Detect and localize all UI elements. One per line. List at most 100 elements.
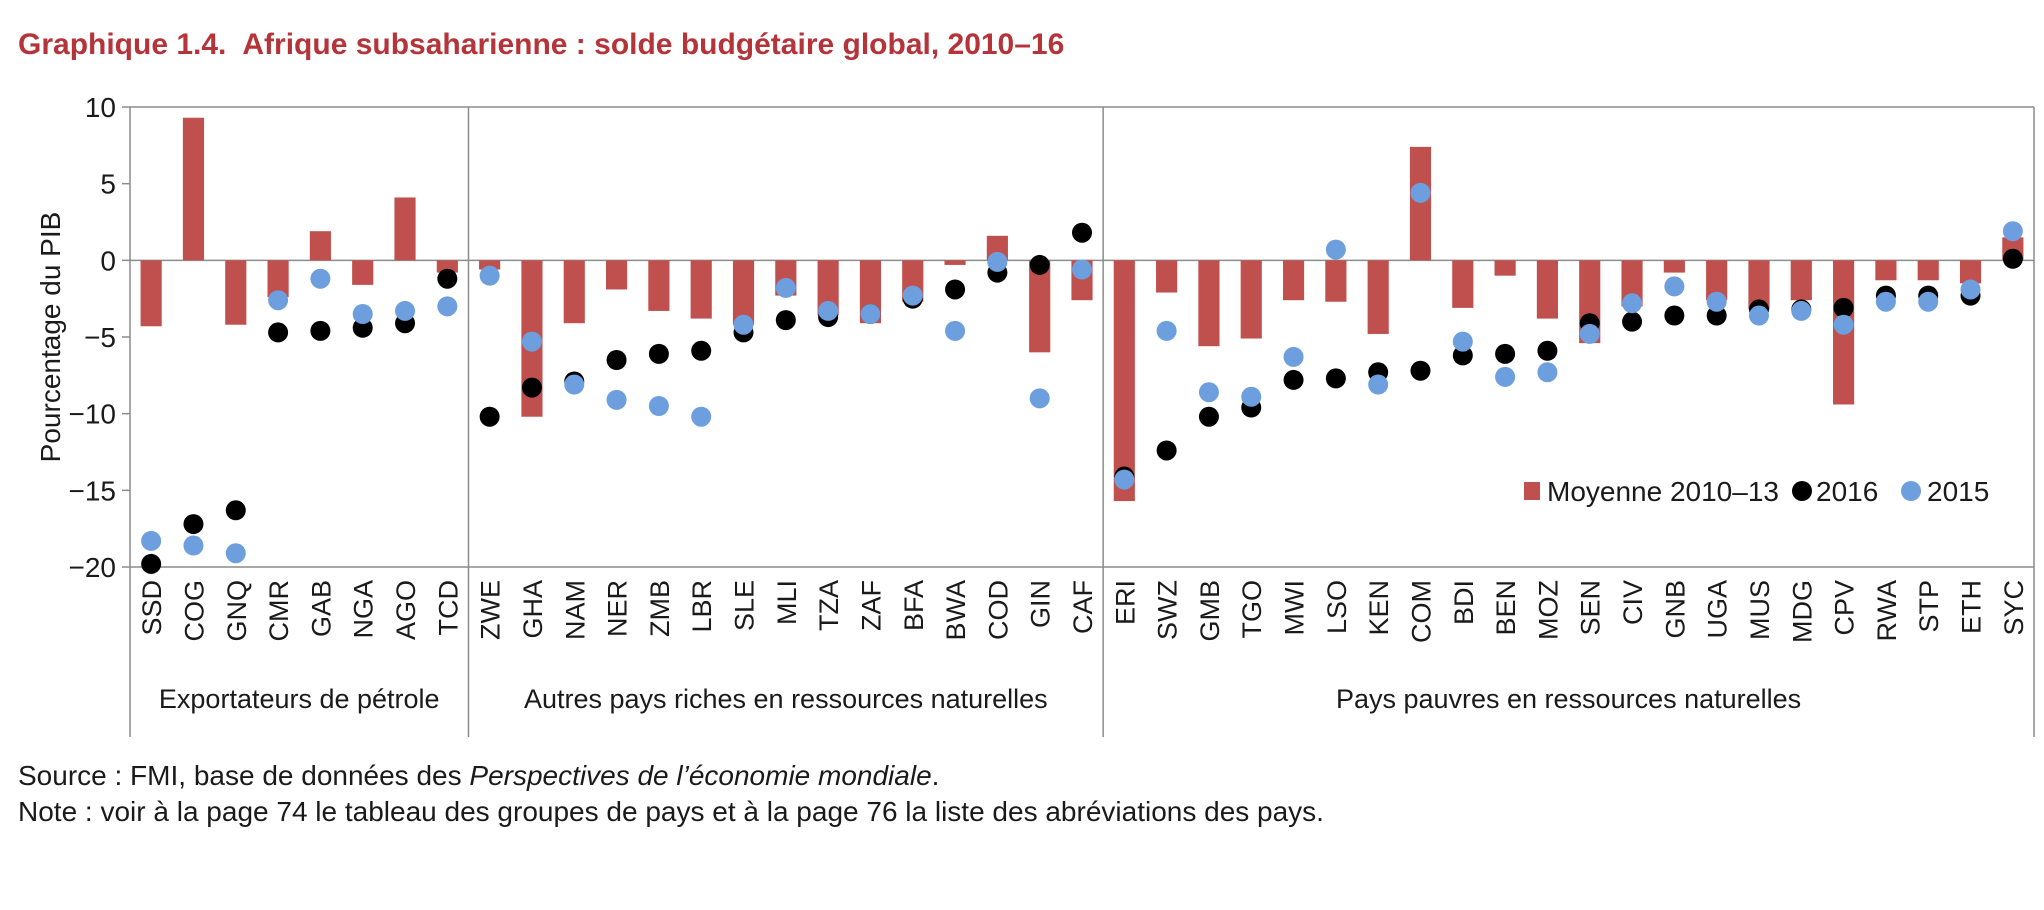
bar-mean-2010-13 — [944, 260, 966, 265]
dot-2016 — [310, 320, 331, 341]
category-label: COD — [983, 580, 1013, 640]
category-label: LBR — [687, 580, 717, 633]
chart-legend: Moyenne 2010–13 2016 2015 — [1524, 476, 1989, 507]
dot-2015 — [1748, 305, 1769, 326]
category-label: BWA — [941, 580, 971, 641]
category-label: GNB — [1660, 580, 1690, 639]
category-label: TCD — [433, 580, 463, 636]
dot-2016 — [437, 268, 458, 289]
dot-2015 — [352, 304, 373, 324]
dot-2016 — [1410, 360, 1431, 381]
dot-2016 — [1325, 368, 1346, 389]
dot-2016 — [1029, 254, 1050, 275]
dot-2016 — [945, 279, 966, 300]
bar-mean-2010-13 — [1325, 260, 1347, 302]
category-label: MOZ — [1533, 580, 1563, 640]
y-tick-label: 10 — [85, 92, 116, 123]
bar-mean-2010-13 — [563, 260, 585, 324]
dot-2015 — [775, 277, 796, 298]
category-label: MUS — [1745, 580, 1775, 640]
category-label: TGO — [1237, 580, 1267, 639]
category-label: ERI — [1110, 580, 1140, 625]
dot-2015 — [2002, 221, 2023, 242]
dot-2015 — [648, 396, 669, 416]
dot-2016 — [2002, 248, 2023, 269]
legend-label-2016: 2016 — [1816, 476, 1878, 507]
source-publication: Perspectives de l’économie mondiale — [469, 760, 932, 791]
bar-mean-2010-13 — [1282, 260, 1305, 301]
dot-2015 — [437, 296, 458, 317]
dot-2015 — [1198, 382, 1219, 403]
dot-2015 — [1325, 239, 1346, 260]
bar-mean-2010-13 — [1536, 260, 1558, 319]
category-label: SWZ — [1153, 580, 1183, 640]
bar-mean-2010-13 — [267, 260, 289, 298]
bar-mean-2010-13 — [1748, 260, 1770, 310]
budget-balance-chart: 10 5 0 −5 −10 −15 −20 Pourcentage du PIB SSD COG… — [35, 92, 2035, 737]
chart-footer: Source : FMI, base de données des Perspe… — [18, 758, 1324, 830]
source-prefix: Source : FMI, base de données des — [18, 760, 470, 791]
bar-mean-2010-13 — [479, 260, 501, 270]
dot-2015 — [1664, 276, 1685, 297]
dot-2016 — [225, 500, 246, 521]
category-label: BDI — [1449, 580, 1479, 625]
dot-2016 — [1072, 222, 1092, 243]
bar-mean-2010-13 — [817, 260, 839, 316]
dot-2015 — [945, 320, 966, 341]
dot-2015 — [1114, 469, 1135, 490]
bar-mean-2010-13 — [1156, 260, 1178, 293]
dot-2015 — [1241, 386, 1262, 407]
category-label: KEN — [1364, 580, 1394, 636]
bar-mean-2010-13 — [606, 260, 628, 290]
dot-2015 — [183, 535, 204, 556]
bar-mean-2010-13 — [225, 260, 247, 325]
bar-mean-2010-13 — [352, 260, 374, 285]
dot-2015 — [1495, 366, 1516, 387]
category-label: STP — [1914, 580, 1944, 633]
dot-2016 — [183, 514, 204, 535]
dot-2015 — [1875, 291, 1896, 312]
category-label: TZA — [814, 580, 844, 631]
category-label: LSO — [1322, 580, 1352, 634]
y-tick-label: −10 — [69, 399, 117, 430]
chart-axes: 10 5 0 −5 −10 −15 −20 Pourcentage du PIB — [35, 92, 2035, 737]
dot-2016 — [268, 322, 289, 343]
category-label: UGA — [1703, 580, 1733, 639]
dot-2016 — [691, 340, 712, 361]
bar-mean-2010-13 — [1959, 260, 1982, 284]
dot-2016 — [521, 377, 542, 398]
dot-2015 — [564, 374, 585, 395]
dot-2015 — [1156, 320, 1177, 341]
bar-mean-2010-13 — [1663, 260, 1685, 273]
dot-2015 — [1918, 291, 1939, 312]
source-suffix: . — [931, 760, 940, 791]
y-tick-label: 5 — [100, 169, 116, 200]
dot-2016 — [1495, 343, 1516, 364]
dot-2016 — [1283, 369, 1304, 390]
bar-mean-2010-13 — [1240, 260, 1262, 339]
group-label: Autres pays riches en ressources naturel… — [524, 684, 1048, 714]
y-axis-title: Pourcentage du PIB — [35, 212, 66, 463]
bar-mean-2010-13 — [1790, 260, 1812, 301]
dot-2016 — [1706, 305, 1727, 326]
category-label: ZWE — [476, 580, 506, 640]
dot-2015 — [225, 543, 246, 564]
dot-2015 — [479, 265, 500, 286]
category-label: SYC — [1999, 580, 2029, 636]
legend-swatch-bar — [1524, 482, 1540, 500]
y-tick-label: −5 — [84, 322, 116, 353]
chart-title-text: Afrique subsaharienne : solde budgétaire… — [242, 28, 1065, 61]
bar-mean-2010-13 — [1706, 260, 1728, 301]
dot-2015 — [1283, 346, 1304, 367]
category-label: CPV — [1830, 580, 1860, 636]
dot-2016 — [775, 310, 796, 331]
dot-2015 — [1579, 323, 1600, 344]
category-label: RWA — [1872, 580, 1902, 642]
y-tick-label: −20 — [69, 552, 117, 583]
dot-2015 — [1960, 279, 1981, 300]
category-label: ZAF — [856, 580, 886, 631]
bar-series — [140, 117, 2024, 502]
category-label: NGA — [349, 580, 379, 639]
dot-2015 — [691, 406, 712, 427]
chart-title: Graphique 1.4. Afrique subsaharienne : so… — [18, 28, 1064, 62]
